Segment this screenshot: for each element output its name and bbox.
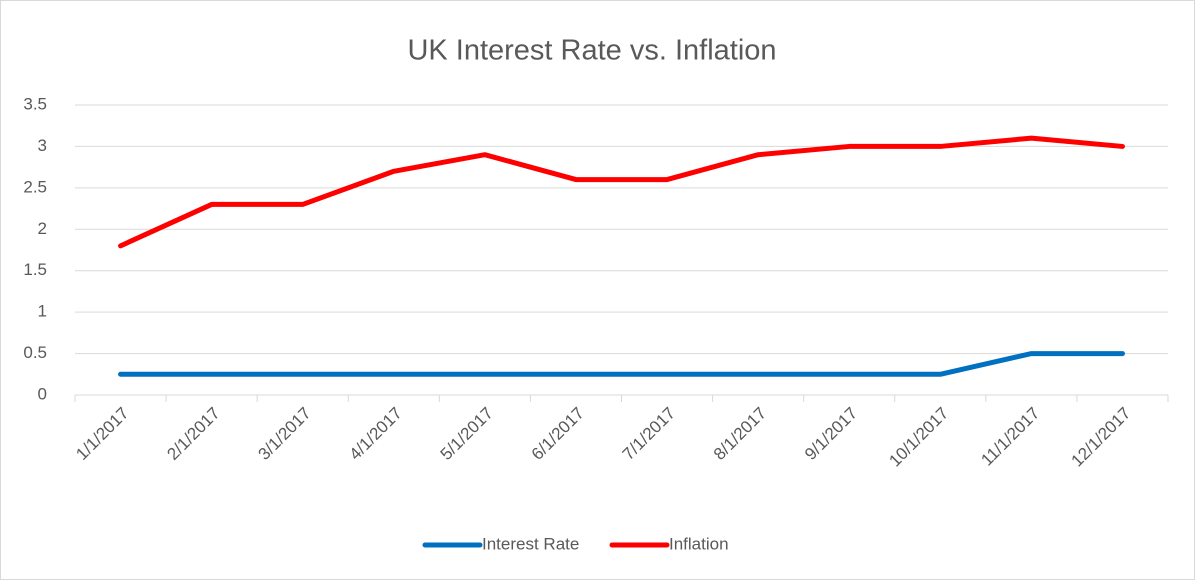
y-tick-label: 0 <box>38 384 47 403</box>
y-tick-label: 2.5 <box>23 177 47 196</box>
y-tick-label: 3.5 <box>23 94 47 113</box>
y-tick-label: 2 <box>38 219 47 238</box>
y-tick-label: 1.5 <box>23 260 47 279</box>
y-tick-label: 3 <box>38 136 47 155</box>
chart-title: UK Interest Rate vs. Inflation <box>407 35 776 67</box>
legend-label: Interest Rate <box>482 534 579 553</box>
y-tick-label: 1 <box>38 302 47 321</box>
legend-label: Inflation <box>669 534 729 553</box>
series-line <box>118 135 1125 249</box>
y-tick-label: 0.5 <box>23 343 47 362</box>
series-line <box>118 351 1125 377</box>
